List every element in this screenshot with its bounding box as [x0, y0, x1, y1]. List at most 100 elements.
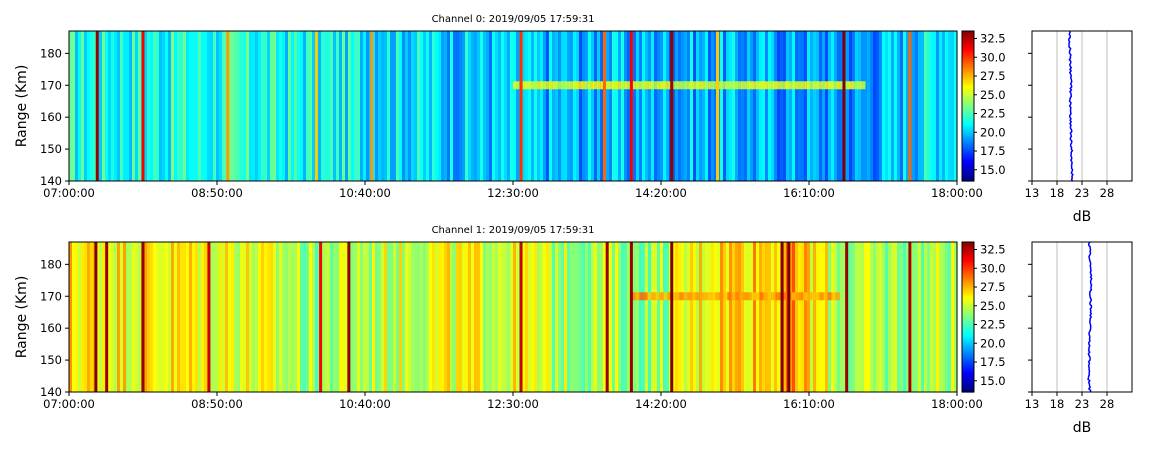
- heatmap-cell: [690, 31, 694, 181]
- heatmap-cell: [195, 31, 199, 181]
- heatmap-cell: [261, 31, 265, 181]
- heatmap-cell: [666, 242, 670, 392]
- heatmap-cell: [615, 242, 619, 392]
- heatmap-cell: [459, 31, 463, 181]
- heatmap-band: [737, 81, 742, 90]
- heatmap-cell: [744, 242, 748, 392]
- colorbar-segment: [962, 290, 974, 293]
- heatmap-band: [693, 81, 698, 90]
- heatmap-cell: [186, 31, 190, 181]
- heatmap-cell: [828, 242, 832, 392]
- heatmap-cell: [375, 31, 379, 181]
- heatmap-cell: [243, 31, 247, 181]
- heatmap-cell: [342, 31, 346, 181]
- heatmap-cell: [291, 31, 295, 181]
- colorbar-segment: [962, 276, 974, 279]
- heatmap-cell: [585, 31, 589, 181]
- profile-grid: [1056, 31, 1108, 181]
- heatmap-cell: [594, 242, 598, 392]
- heatmap-cell: [72, 31, 76, 181]
- colorbar-segment: [962, 312, 974, 315]
- colorbar-segment: [962, 342, 974, 345]
- heatmap-band: [711, 292, 716, 301]
- heatmap-cell: [162, 31, 166, 181]
- heatmap-cell: [675, 242, 679, 392]
- heatmap-band: [653, 81, 658, 90]
- heatmap-cell: [303, 242, 307, 392]
- heatmap-cell: [717, 242, 721, 392]
- x-tick-label: 14:20:00: [635, 397, 687, 411]
- heatmap-cell: [564, 242, 568, 392]
- heatmap-band: [793, 81, 798, 90]
- heatmap-cell: [660, 31, 664, 181]
- heatmap-cell: [324, 242, 328, 392]
- heatmap-band: [795, 292, 800, 301]
- heatmap-cell: [933, 31, 937, 181]
- colorbar-segment: [962, 306, 974, 309]
- colorbar-tick-label: 17.5: [980, 144, 1006, 158]
- heatmap-cell: [918, 31, 922, 181]
- heatmap-cell: [798, 242, 802, 392]
- heatmap-cell: [351, 31, 355, 181]
- heatmap-stripe: [716, 31, 720, 181]
- colorbar-segment: [962, 242, 974, 245]
- heatmap-cell: [411, 242, 415, 392]
- x-axis-ticks: 07:00:00 08:50:00 10:40:00 12:30:00 14:20:00…: [43, 392, 983, 411]
- heatmap-band: [675, 292, 680, 301]
- profile-tick-label: 28: [1100, 397, 1115, 411]
- heatmap-cell: [771, 242, 775, 392]
- heatmap-cell: [774, 31, 778, 181]
- heatmap-stripe: [908, 242, 912, 392]
- heatmap-cell: [303, 31, 307, 181]
- heatmap-cell: [708, 242, 712, 392]
- heatmap-cell: [936, 242, 940, 392]
- colorbar-segment: [962, 141, 974, 144]
- heatmap-stripe: [315, 31, 319, 181]
- heatmap-cell: [132, 242, 136, 392]
- heatmap-cell: [819, 242, 823, 392]
- heatmap-cell: [96, 242, 100, 392]
- heatmap-cell: [150, 31, 154, 181]
- heatmap-cell: [813, 31, 817, 181]
- colorbar-frame: [961, 30, 975, 182]
- heatmap-cell: [825, 242, 829, 392]
- heatmap-cell: [378, 31, 382, 181]
- heatmap-cell: [276, 242, 280, 392]
- heatmap-cell: [888, 242, 892, 392]
- heatmap-cell: [294, 242, 298, 392]
- colorbar-tick-label: 32.5: [980, 32, 1006, 46]
- heatmap-band: [775, 292, 780, 301]
- heatmap-cell: [471, 242, 475, 392]
- colorbar-segment: [962, 328, 974, 331]
- heatmap-cell: [813, 242, 817, 392]
- colorbar-segment: [962, 260, 974, 263]
- heatmap-cell: [639, 31, 643, 181]
- colorbar-segment: [962, 308, 974, 311]
- heatmap-band: [735, 292, 740, 301]
- colorbar-segment: [962, 75, 974, 78]
- heatmap-cell: [657, 242, 661, 392]
- heatmap-cell: [723, 242, 727, 392]
- colorbar-segment: [962, 117, 974, 120]
- heatmap-cell: [363, 242, 367, 392]
- heatmap-cell: [510, 242, 514, 392]
- heatmap-cell: [792, 31, 796, 181]
- heatmap-band: [573, 81, 578, 90]
- panel-channel-0: Channel 0: 2019/09/05 17:59:31 07:00:00 0…: [14, 14, 1133, 225]
- colorbar-tick-label: 27.5: [980, 69, 1006, 83]
- heatmap-cell: [495, 242, 499, 392]
- colorbar-segment: [962, 354, 974, 357]
- heatmap-cell: [390, 242, 394, 392]
- profile-line: [1068, 30, 1074, 182]
- colorbar-segment: [962, 332, 974, 335]
- heatmap-cell: [882, 31, 886, 181]
- colorbar-segment: [962, 165, 974, 168]
- heatmap-cell: [858, 31, 862, 181]
- colorbar-segment: [962, 270, 974, 273]
- heatmap-cell: [339, 242, 343, 392]
- heatmap-cell: [483, 242, 487, 392]
- heatmap-band: [763, 292, 768, 301]
- heatmap-cell: [861, 242, 865, 392]
- colorbar-tick-label: 20.0: [980, 125, 1006, 139]
- y-tick-label: 180: [40, 46, 62, 60]
